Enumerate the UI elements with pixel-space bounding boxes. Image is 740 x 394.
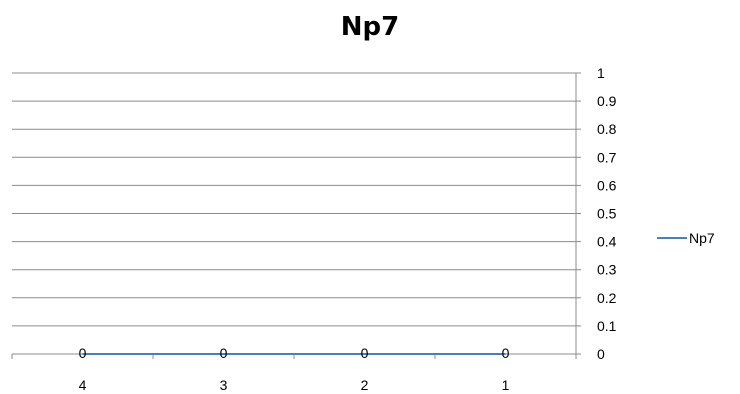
x-tick-label: 1 xyxy=(502,377,510,393)
y-tick-label: 0.1 xyxy=(597,318,617,334)
data-label: 0 xyxy=(502,345,510,361)
y-tick-label: 0.7 xyxy=(597,149,617,165)
data-label: 0 xyxy=(361,345,369,361)
x-tick-label: 3 xyxy=(220,377,228,393)
y-tick-label: 0.9 xyxy=(597,93,617,109)
y-tick-label: 0.3 xyxy=(597,262,617,278)
y-tick-label: 0.5 xyxy=(597,206,617,222)
y-tick-label: 0.2 xyxy=(597,290,617,306)
y-tick-label: 0.6 xyxy=(597,177,617,193)
y-tick-label: 0.8 xyxy=(597,121,617,137)
data-label: 0 xyxy=(79,345,87,361)
chart-title: Np7 xyxy=(340,12,400,42)
x-tick-label: 2 xyxy=(361,377,369,393)
legend-label: Np7 xyxy=(689,230,715,246)
legend: Np7 xyxy=(657,230,715,246)
data-label: 0 xyxy=(220,345,228,361)
y-tick-label: 0.4 xyxy=(597,234,617,250)
y-tick-label: 1 xyxy=(597,65,605,81)
x-tick-label: 4 xyxy=(79,377,87,393)
y-tick-label: 0 xyxy=(597,346,605,362)
legend-swatch xyxy=(657,237,687,239)
